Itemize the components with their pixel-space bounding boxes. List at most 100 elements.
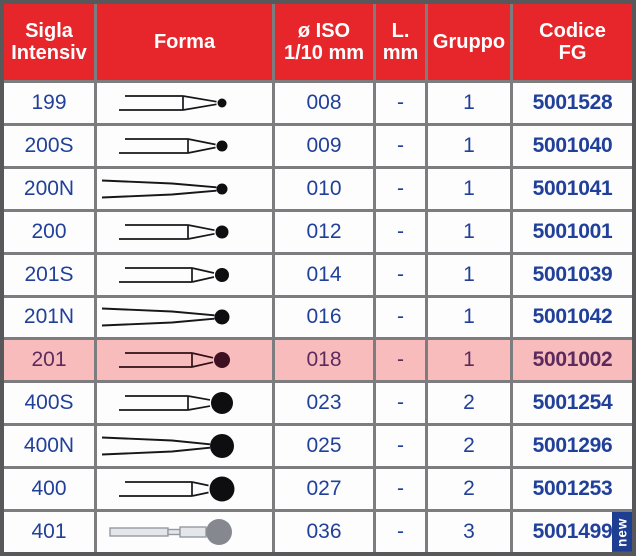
cell-sigla: 401 — [4, 512, 94, 552]
bur-shape-icon — [118, 266, 229, 283]
codice-value: 5001254 — [532, 391, 613, 415]
cell-l-mm: - — [376, 83, 425, 123]
cell-iso: 008 — [275, 83, 373, 123]
column-header-label: FG — [558, 42, 587, 64]
column-header-label: Codice — [539, 19, 606, 42]
cell-codice-fg: 5001040 — [513, 125, 632, 166]
column-header-label: ø ISO — [297, 19, 351, 42]
cell-codice-fg: 5001253 — [513, 469, 632, 510]
bur-shape-icon — [118, 476, 234, 502]
new-badge: new — [612, 512, 632, 552]
cell-sigla: 201N — [4, 297, 94, 338]
cell-iso: 018 — [275, 340, 373, 381]
cell-gruppo: 2 — [428, 469, 510, 510]
cell-iso: 014 — [275, 254, 373, 295]
cell-iso: 036 — [275, 512, 373, 552]
cell-forma — [97, 383, 272, 424]
cell-gruppo: 2 — [428, 383, 510, 424]
cell-codice-fg: 5001499 new — [513, 512, 632, 552]
cell-sigla: 200S — [4, 125, 94, 166]
cell-l-mm: - — [376, 340, 425, 381]
codice-value: 5001001 — [532, 219, 613, 243]
cell-iso: 027 — [275, 469, 373, 510]
codice-value: 5001040 — [532, 133, 613, 157]
cell-forma — [97, 211, 272, 252]
cell-gruppo: 1 — [428, 297, 510, 338]
table-body: 199 008-1 5001528 200S 009-1 5001040 200N 010-1… — [4, 83, 632, 552]
cell-l-mm: - — [376, 383, 425, 424]
cell-codice-fg: 5001039 — [513, 254, 632, 295]
cell-codice-fg: 5001042 — [513, 297, 632, 338]
cell-gruppo: 1 — [428, 168, 510, 209]
bur-shape-icon — [101, 179, 227, 199]
bur-shape-icon — [118, 138, 227, 154]
codice-value: 5001528 — [532, 90, 613, 114]
codice-value: 5001499 — [532, 520, 613, 544]
cell-gruppo: 1 — [428, 340, 510, 381]
column-header-label: Sigla — [25, 19, 73, 42]
bur-shape-icon — [118, 223, 228, 240]
codice-value: 5001041 — [532, 176, 613, 200]
cell-gruppo: 1 — [428, 83, 510, 123]
cell-iso: 009 — [275, 125, 373, 166]
cell-gruppo: 1 — [428, 254, 510, 295]
cell-l-mm: - — [376, 512, 425, 552]
bur-shape-icon — [118, 95, 226, 111]
cell-forma — [97, 83, 272, 123]
cell-sigla: 400N — [4, 426, 94, 467]
codice-value: 5001002 — [532, 348, 613, 372]
column-header-gruppo: Gruppo — [428, 4, 510, 80]
cell-sigla: 400 — [4, 469, 94, 510]
cell-sigla: 199 — [4, 83, 94, 123]
cell-l-mm: - — [376, 469, 425, 510]
column-header-label: Forma — [153, 30, 216, 53]
bur-shape-icon — [118, 352, 230, 369]
cell-forma — [97, 125, 272, 166]
column-header-sigla: Sigla Intensiv — [4, 4, 94, 80]
cell-iso: 023 — [275, 383, 373, 424]
cell-l-mm: - — [376, 125, 425, 166]
cell-forma — [97, 512, 272, 552]
cell-l-mm: - — [376, 426, 425, 467]
cell-forma — [97, 340, 272, 381]
codice-value: 5001253 — [532, 477, 613, 501]
cell-codice-fg: 5001528 — [513, 83, 632, 123]
cell-forma — [97, 297, 272, 338]
codice-value: 5001042 — [532, 305, 613, 329]
bur-shape-icon — [118, 392, 233, 415]
column-header-l: L. mm — [376, 4, 425, 80]
cell-forma — [97, 426, 272, 467]
cell-codice-fg: 5001041 — [513, 168, 632, 209]
cell-sigla: 200 — [4, 211, 94, 252]
column-header-iso: ø ISO 1/10 mm — [275, 4, 373, 80]
cell-sigla: 201S — [4, 254, 94, 295]
cell-l-mm: - — [376, 254, 425, 295]
cell-iso: 010 — [275, 168, 373, 209]
cell-codice-fg: 5001254 — [513, 383, 632, 424]
column-header-label: Gruppo — [432, 30, 506, 53]
column-header-label: 1/10 mm — [283, 42, 365, 64]
cell-gruppo: 2 — [428, 426, 510, 467]
bur-shape-icon — [101, 308, 229, 327]
cell-forma — [97, 168, 272, 209]
bur-shape-icon — [101, 434, 234, 459]
cell-codice-fg: 5001002 — [513, 340, 632, 381]
cell-gruppo: 1 — [428, 125, 510, 166]
cell-gruppo: 1 — [428, 211, 510, 252]
codice-value: 5001296 — [532, 434, 613, 458]
cell-codice-fg: 5001001 — [513, 211, 632, 252]
cell-iso: 012 — [275, 211, 373, 252]
cell-sigla: 200N — [4, 168, 94, 209]
bur-shape-icon — [108, 519, 232, 546]
column-header-label: Intensiv — [11, 42, 87, 64]
column-header-label: L. — [391, 19, 410, 42]
table-header-row: Sigla Intensiv Forma ø ISO 1/10 mm L. mm Gruppo… — [4, 4, 632, 80]
cell-codice-fg: 5001296 — [513, 426, 632, 467]
column-header-codice: Codice FG — [513, 4, 632, 80]
cell-iso: 016 — [275, 297, 373, 338]
column-header-forma: Forma — [97, 4, 272, 80]
cell-l-mm: - — [376, 168, 425, 209]
codice-value: 5001039 — [532, 262, 613, 286]
column-header-label: mm — [382, 42, 419, 64]
